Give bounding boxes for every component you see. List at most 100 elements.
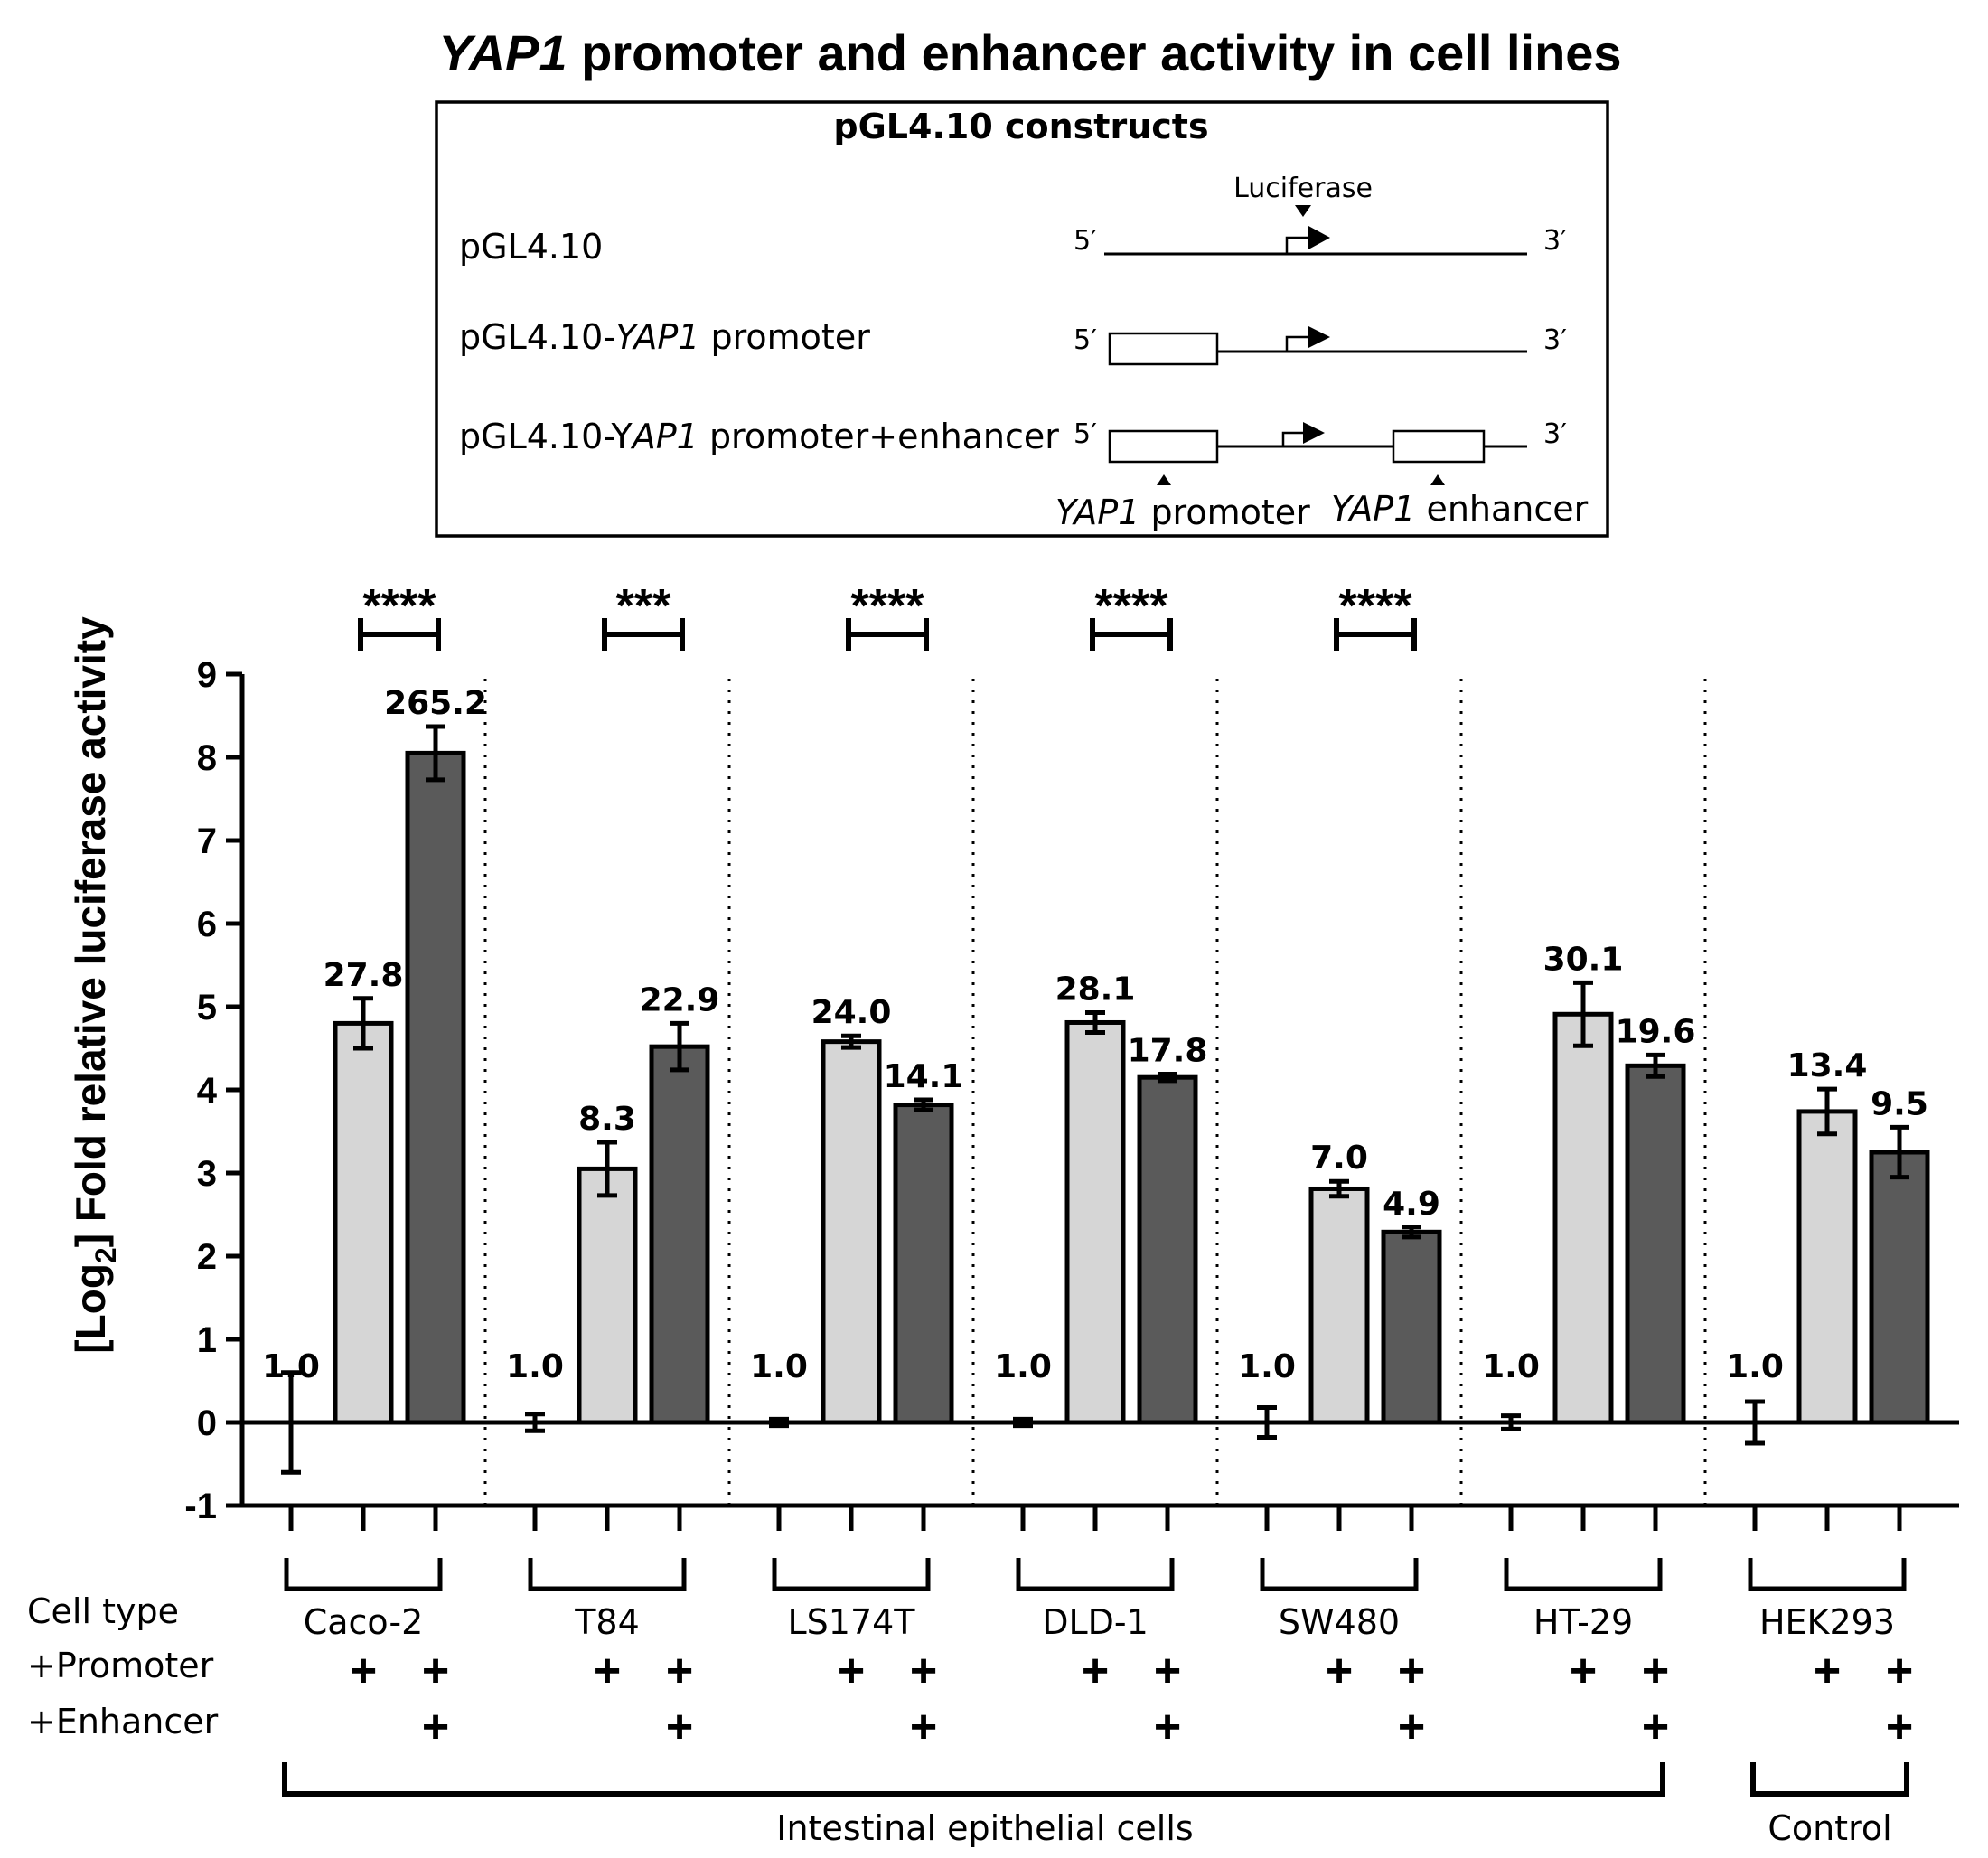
data-label: 24.0	[811, 994, 892, 1031]
significance-stars: ***	[616, 580, 671, 633]
y-tick-label: 5	[197, 988, 217, 1028]
enhancer-box	[1392, 429, 1486, 464]
y-tick-label: 1	[197, 1320, 217, 1360]
promoter-caption: YAP1 promoter	[1055, 493, 1310, 532]
promoter-plus: +	[1082, 1645, 1109, 1697]
bar	[1064, 1019, 1126, 1425]
bar	[1796, 1109, 1858, 1425]
significance-stars: ****	[851, 580, 925, 633]
data-label: 28.1	[1055, 971, 1136, 1008]
construct-label: pGL4.10	[459, 227, 603, 267]
data-label: 19.6	[1616, 1013, 1696, 1050]
data-label: 27.8	[324, 957, 404, 994]
data-label: 14.1	[884, 1058, 964, 1095]
bar	[405, 750, 466, 1425]
data-label: 1.0	[750, 1348, 808, 1385]
bar	[577, 1166, 638, 1425]
data-label: 1.0	[994, 1348, 1052, 1385]
enhancer-plus: +	[1886, 1701, 1913, 1753]
cell-type-label: HT-29	[1533, 1602, 1633, 1642]
y-tick-label: 8	[197, 738, 217, 778]
inset-border	[435, 100, 1609, 538]
bar	[1381, 1229, 1442, 1425]
svg-text:5′: 5′	[1074, 225, 1097, 257]
cell-type-label: DLD-1	[1042, 1602, 1149, 1642]
chart-title: YAP1 promoter and enhancer activity in c…	[438, 24, 1621, 81]
data-label: 1.0	[1726, 1348, 1784, 1385]
svg-text:3′: 3′	[1543, 418, 1567, 450]
enhancer-plus: +	[666, 1701, 693, 1753]
y-tick-label: 3	[197, 1154, 217, 1194]
y-tick-label: 9	[197, 655, 217, 695]
promoter-plus: +	[1154, 1645, 1181, 1697]
data-label: 1.0	[1482, 1348, 1540, 1385]
data-label: 4.9	[1383, 1186, 1440, 1223]
promoter-plus: +	[1814, 1645, 1841, 1697]
bar	[649, 1044, 710, 1425]
construct-label: pGL4.10-YAP1 promoter+enhancer	[459, 417, 1059, 456]
cell-type-label: LS174T	[787, 1602, 915, 1642]
significance-stars: ****	[1339, 580, 1413, 633]
bar	[821, 1039, 882, 1425]
group-bracket	[528, 1558, 687, 1591]
data-label: 1.0	[262, 1348, 320, 1385]
control-label: Control	[1768, 1808, 1891, 1848]
intestinal-label: Intestinal epithelial cells	[776, 1808, 1193, 1848]
promoter-plus: +	[910, 1645, 937, 1697]
data-label: 17.8	[1128, 1033, 1208, 1070]
group-bracket	[1748, 1558, 1907, 1591]
cell-type-label: T84	[574, 1602, 640, 1642]
enhancer-plus: +	[910, 1701, 937, 1753]
data-label: 265.2	[384, 685, 487, 722]
group-bracket	[284, 1558, 443, 1591]
cell-type-label: SW480	[1279, 1602, 1400, 1642]
construct-diagram-promoter: 5′ 3′	[1074, 324, 1567, 366]
group-bracket	[1504, 1558, 1663, 1591]
luciferase-pointer-icon	[1295, 205, 1311, 217]
y-tick-label: 4	[197, 1071, 218, 1111]
promoter-arrow-icon	[1281, 431, 1308, 446]
bar	[893, 1103, 954, 1425]
y-axis-label: [Log2] Fold relative luciferase activity	[67, 616, 122, 1354]
data-label: 13.4	[1787, 1047, 1868, 1084]
svg-text:5′: 5′	[1074, 324, 1097, 356]
y-tick-label: 0	[197, 1403, 217, 1443]
row-label-promoter: +Promoter	[27, 1646, 214, 1685]
intestinal-bracket	[282, 1762, 1665, 1797]
group-bracket	[1260, 1558, 1419, 1591]
enhancer-caption: YAP1 enhancer	[1331, 489, 1589, 529]
significance-stars: ****	[363, 580, 437, 633]
bar	[1308, 1186, 1370, 1425]
control-bracket	[1750, 1762, 1909, 1797]
construct-label: pGL4.10-YAP1 promoter	[459, 317, 870, 357]
construct-diagram-promoter-enhancer: 5′ 3′	[1074, 418, 1567, 485]
svg-text:3′: 3′	[1543, 225, 1567, 257]
y-tick-label: -1	[184, 1487, 217, 1526]
significance-stars: ****	[1095, 580, 1169, 633]
group-bracket	[772, 1558, 931, 1591]
data-label: 22.9	[640, 981, 720, 1018]
enhancer-plus: +	[422, 1701, 449, 1753]
construct-diagram-empty: 5′ 3′	[1074, 225, 1567, 257]
promoter-plus: +	[422, 1645, 449, 1697]
construct-inset: pGL4.10 constructs Luciferase pGL4.10 pG…	[435, 100, 1609, 538]
row-label-cell-type: Cell type	[27, 1591, 179, 1631]
y-tick-label: 7	[197, 821, 217, 861]
promoter-plus: +	[666, 1645, 693, 1697]
luciferase-label: Luciferase	[1233, 173, 1373, 204]
group-bracket	[1016, 1558, 1175, 1591]
enhancer-plus: +	[1642, 1701, 1669, 1753]
data-label: 9.5	[1871, 1085, 1928, 1122]
promoter-plus: +	[1326, 1645, 1353, 1697]
promoter-plus: +	[1886, 1645, 1913, 1697]
promoter-plus: +	[1642, 1645, 1669, 1697]
promoter-plus: +	[838, 1645, 865, 1697]
promoter-plus: +	[1570, 1645, 1597, 1697]
y-tick-label: 2	[197, 1237, 217, 1277]
promoter-arrow-icon	[1285, 236, 1314, 254]
cell-type-label: HEK293	[1759, 1602, 1895, 1642]
promoter-plus: +	[594, 1645, 621, 1697]
bar	[1137, 1074, 1198, 1425]
